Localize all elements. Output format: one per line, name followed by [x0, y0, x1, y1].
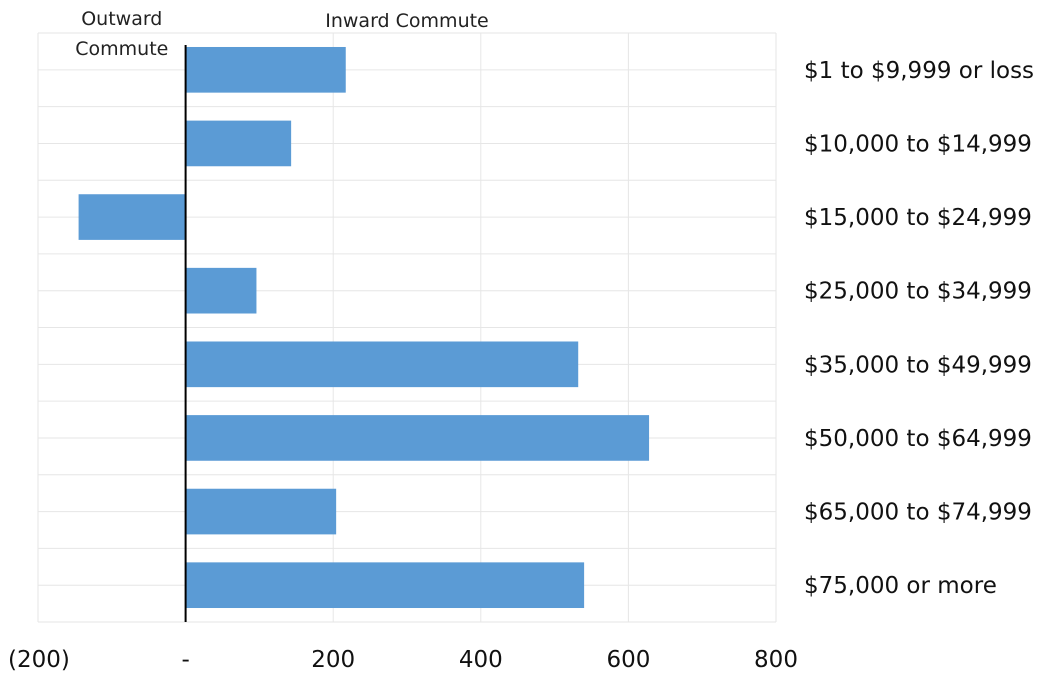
gridlines: [37, 32, 777, 623]
outward-commute-header-line-1: Outward: [81, 8, 162, 30]
category-label: $65,000 to $74,999: [804, 500, 1032, 526]
category-label: $10,000 to $14,999: [804, 131, 1032, 157]
category-label: $15,000 to $24,999: [804, 205, 1032, 231]
x-tick-label: (200): [8, 647, 70, 673]
bar: [185, 267, 257, 314]
x-tick-label: 400: [459, 647, 503, 673]
bar: [185, 120, 292, 167]
x-axis-tick-labels: (200) - 200 400 600 800: [8, 647, 798, 673]
category-label: $35,000 to $49,999: [804, 352, 1032, 378]
bar: [185, 562, 585, 609]
category-labels: $1 to $9,999 or loss $10,000 to $14,999 $1…: [804, 58, 1034, 599]
bar: [78, 194, 186, 240]
bar: [185, 488, 337, 535]
inward-commute-header: Inward Commute: [325, 10, 489, 32]
x-tick-label: 800: [754, 647, 798, 673]
bars: [78, 46, 650, 609]
x-tick-label: -: [181, 647, 189, 673]
bar: [185, 415, 650, 461]
category-label: $25,000 to $34,999: [804, 279, 1032, 305]
x-tick-label: 600: [606, 647, 650, 673]
bar: [185, 341, 579, 388]
x-tick-label: 200: [311, 647, 355, 673]
bar: [185, 46, 346, 93]
category-label: $1 to $9,999 or loss: [804, 58, 1034, 84]
category-label: $50,000 to $64,999: [804, 426, 1032, 452]
outward-commute-header-line-2: Commute: [75, 38, 168, 60]
category-label: $75,000 or more: [804, 573, 997, 599]
